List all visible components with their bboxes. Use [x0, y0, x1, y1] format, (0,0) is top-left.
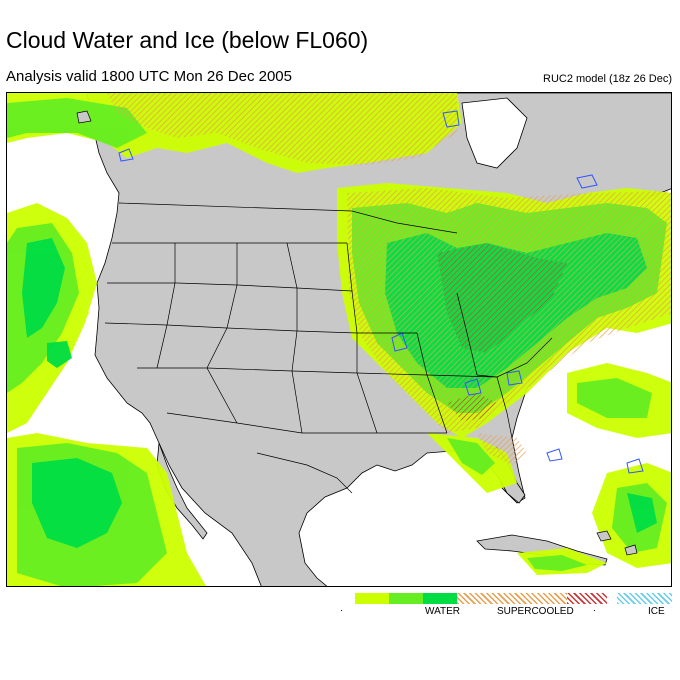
legend: WATER SUPERCOOLED ICE	[341, 593, 675, 623]
map-panel	[6, 92, 672, 587]
legend-water-swatch-2	[389, 593, 423, 604]
legend-supercooled-strong-swatch	[567, 593, 607, 604]
political-boundaries	[104, 202, 553, 494]
map-title: Cloud Water and Ice (below FL060)	[6, 27, 369, 53]
legend-water-label: WATER	[425, 606, 460, 617]
legend-water-swatch-3	[423, 593, 457, 604]
hudson-bay	[461, 97, 528, 169]
islands	[76, 110, 638, 556]
legend-supercooled-label: SUPERCOOLED	[497, 606, 574, 617]
map-canvas	[7, 93, 671, 586]
model-run: RUC2 model (18z 26 Dec)	[543, 73, 672, 85]
legend-ice-label: ICE	[648, 606, 665, 617]
ice-contours	[118, 110, 644, 474]
supercooled-areas	[107, 93, 671, 465]
legend-water-swatch-1	[355, 593, 389, 604]
legend-tick	[594, 610, 595, 611]
legend-ice-swatch	[617, 593, 672, 604]
valid-time: Analysis valid 1800 UTC Mon 26 Dec 2005	[6, 68, 292, 85]
legend-supercooled-swatch	[457, 593, 567, 604]
legend-tick	[341, 610, 342, 611]
